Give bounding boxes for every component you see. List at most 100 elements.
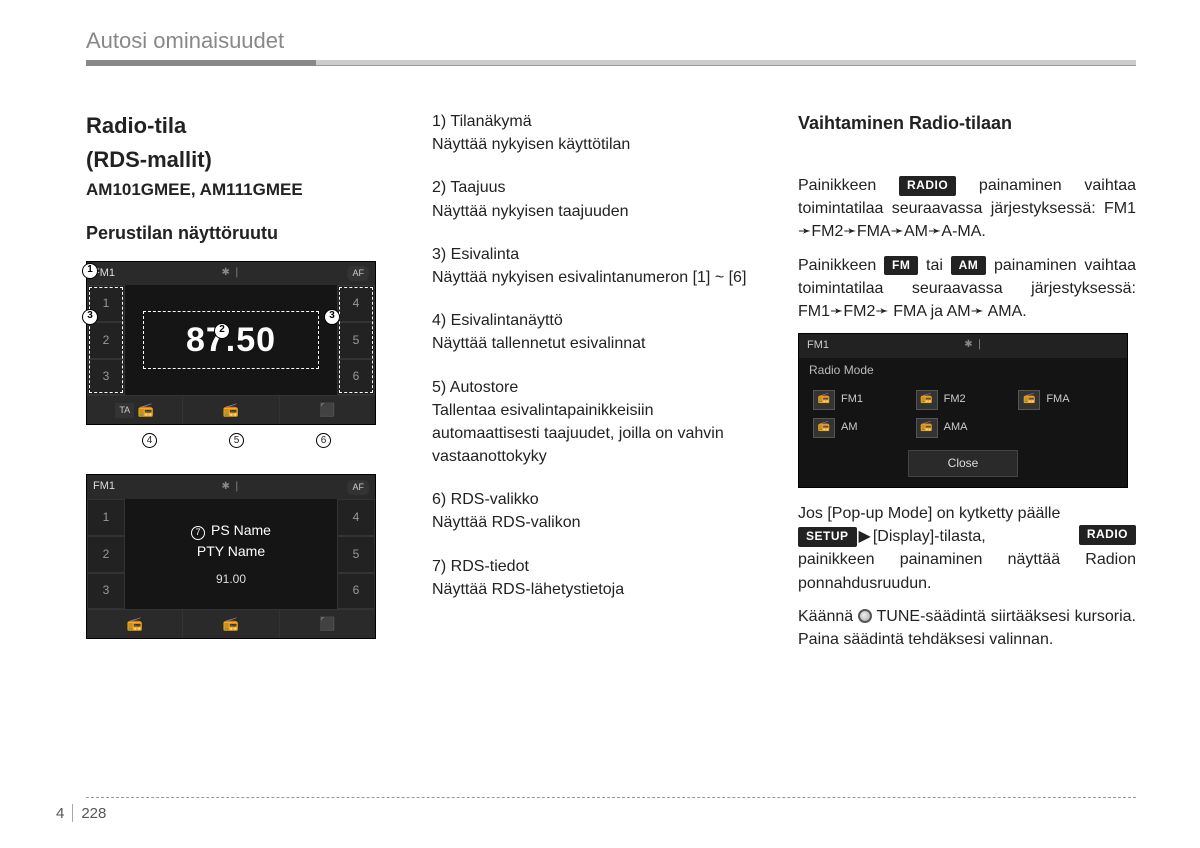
bottom2-1[interactable]: 📻	[87, 610, 183, 638]
para2-a: Painikkeen	[798, 257, 884, 274]
item-7-head: 7) RDS-tiedot	[432, 555, 762, 578]
title-line2: (RDS-mallit)	[86, 144, 396, 176]
item-6-head: 6) RDS-valikko	[432, 488, 762, 511]
ps-name: PS Name	[211, 522, 271, 538]
para-3: Jos [Pop-up Mode] on kytketty päälle SET…	[798, 502, 1136, 595]
popup-close-button[interactable]: Close	[908, 450, 1018, 477]
col3-heading: Vaihtaminen Radio-tilaan	[798, 110, 1136, 136]
item-5-desc: Tallentaa esivalintapainikkeisiin automa…	[432, 399, 762, 469]
screen2-body: 1 2 3 7PS Name PTY Name 91.00 4 5 6	[87, 499, 375, 609]
screen2-center: 7PS Name PTY Name 91.00	[125, 499, 337, 609]
screen1-bottombar: TA 📻 📻 ⬛	[87, 395, 375, 424]
radio-mode-popup: FM1 ✱ ❘ Radio Mode 📻FM1 📻FM2 📻FMA 📻AM 📻A…	[798, 333, 1128, 488]
popup-grid: 📻 FM1 📻FM2 📻FMA 📻 AM 📻AMA	[799, 384, 1127, 442]
dashed-right	[339, 287, 373, 393]
basic-screen-heading: Perustilan näyttöruutu	[86, 220, 396, 246]
pty-name: PTY Name	[197, 541, 265, 561]
page-footer: 4 228	[56, 804, 106, 822]
model-codes: AM101GMEE, AM111GMEE	[86, 178, 396, 203]
item-3-head: 3) Esivalinta	[432, 243, 762, 266]
bluetooth-icon: ✱ ❘	[221, 266, 241, 281]
screen1-topbar: FM1 ✱ ❘ AF	[87, 262, 375, 286]
mode-fm2-label: FM2	[944, 392, 966, 408]
para-4: Käännä TUNE-säädintä siirtääksesi kursor…	[798, 605, 1136, 651]
popup-bt-icon: ✱ ❘	[964, 338, 984, 354]
bottom2-2[interactable]: 📻	[183, 610, 279, 638]
para3-a: Jos [Pop-up Mode] on kytketty päälle	[798, 505, 1060, 522]
item-4-head: 4) Esivalintanäyttö	[432, 309, 762, 332]
screen1-center: 87.50	[125, 285, 337, 395]
item-3-desc: Näyttää nykyisen esivalintanumeron [1] ~…	[432, 266, 762, 289]
radio-icon: 📻	[813, 390, 835, 410]
item-6-desc: Näyttää RDS-valikon	[432, 511, 762, 534]
para3-b: [Display]-tilasta,	[873, 528, 986, 545]
column-2: 1) Tilanäkymä Näyttää nykyisen käyttötil…	[432, 110, 762, 778]
mode-fma[interactable]: 📻FMA	[1018, 390, 1113, 410]
mode-ama[interactable]: 📻AMA	[916, 418, 1011, 438]
column-3: Vaihtaminen Radio-tilaan Painikkeen RADI…	[798, 110, 1136, 778]
callout-2: 2	[214, 323, 230, 339]
item-1: 1) Tilanäkymä Näyttää nykyisen käyttötil…	[432, 110, 762, 156]
af-indicator: AF	[347, 266, 369, 281]
item-2-desc: Näyttää nykyisen taajuuden	[432, 200, 762, 223]
radio-chip: RADIO	[899, 176, 956, 195]
bottom2-3[interactable]: ⬛	[280, 610, 375, 638]
chapter-title: Autosi ominaisuudet	[86, 28, 284, 54]
radio-icon: 📻	[138, 401, 154, 420]
mode-am[interactable]: 📻 AM	[813, 418, 908, 438]
presets-left: 1 2 3	[87, 285, 125, 395]
column-1: Radio-tila (RDS-mallit) AM101GMEE, AM111…	[86, 110, 396, 778]
footer-rule	[86, 797, 1136, 798]
section-number: 4	[56, 805, 64, 822]
fm-chip: FM	[884, 256, 918, 275]
popup-top: FM1 ✱ ❘	[799, 334, 1127, 358]
para2-b: tai	[918, 257, 950, 274]
bottom-btn-ta[interactable]: TA 📻	[87, 396, 183, 424]
item-1-head: 1) Tilanäkymä	[432, 110, 762, 133]
item-7-desc: Näyttää RDS-lähetystietoja	[432, 578, 762, 601]
bottom-btn-autostore[interactable]: 📻	[183, 396, 279, 424]
setup-chip: SETUP	[798, 527, 857, 546]
preset2-6[interactable]: 6	[337, 573, 375, 610]
radio-screen-2: FM1 ✱ ❘ AF 1 2 3 7PS Name PTY Name 91.00…	[86, 474, 376, 639]
page-number: 228	[81, 805, 106, 822]
mode-am-label: AM	[841, 420, 858, 436]
screen1-wrap: 1 3 2 3 FM1 ✱ ❘ AF 1 2 3	[86, 261, 396, 426]
para-2: Painikkeen FM tai AM painaminen vaihtaa …	[798, 254, 1136, 324]
callout-6: 6	[316, 433, 331, 448]
preset2-2[interactable]: 2	[87, 536, 125, 573]
screen2-band: FM1	[93, 479, 115, 495]
presets-left-2: 1 2 3	[87, 499, 125, 609]
para4-a: Käännä	[798, 608, 858, 625]
radio-icon: 📻	[813, 418, 835, 438]
callout-5: 5	[229, 433, 244, 448]
tune-knob-icon	[858, 609, 872, 623]
item-5-head: 5) Autostore	[432, 376, 762, 399]
popup-band: FM1	[807, 338, 829, 354]
para-1: Painikkeen RADIO painaminen vaihtaa toim…	[798, 174, 1136, 244]
item-2: 2) Taajuus Näyttää nykyisen taajuuden	[432, 176, 762, 222]
am-chip: AM	[951, 256, 987, 275]
preset2-5[interactable]: 5	[337, 536, 375, 573]
screen2-topbar: FM1 ✱ ❘ AF	[87, 475, 375, 499]
mode-fm1-label: FM1	[841, 392, 863, 408]
preset2-4[interactable]: 4	[337, 499, 375, 536]
mode-fm2[interactable]: 📻FM2	[916, 390, 1011, 410]
arrow-icon: ▶	[857, 525, 873, 548]
bottom-btn-menu[interactable]: ⬛	[280, 396, 375, 424]
callout-3a: 3	[82, 309, 98, 325]
preset2-1[interactable]: 1	[87, 499, 125, 536]
item-7: 7) RDS-tiedot Näyttää RDS-lähetystietoja	[432, 555, 762, 601]
para3-c: painikkeen painaminen näyttää Radion pon…	[798, 551, 1136, 591]
item-5: 5) Autostore Tallentaa esivalintapainikk…	[432, 376, 762, 469]
preset2-3[interactable]: 3	[87, 573, 125, 610]
callout-1: 1	[82, 263, 98, 279]
content-columns: Radio-tila (RDS-mallit) AM101GMEE, AM111…	[86, 110, 1136, 778]
radio-screen-1: FM1 ✱ ❘ AF 1 2 3 87.50	[86, 261, 376, 426]
bluetooth-icon-2: ✱ ❘	[221, 480, 241, 495]
callout-7: 7	[191, 526, 205, 540]
item-2-head: 2) Taajuus	[432, 176, 762, 199]
mode-fm1[interactable]: 📻 FM1	[813, 390, 908, 410]
radio-chip-2: RADIO	[1079, 525, 1136, 544]
callout-3b: 3	[324, 309, 340, 325]
